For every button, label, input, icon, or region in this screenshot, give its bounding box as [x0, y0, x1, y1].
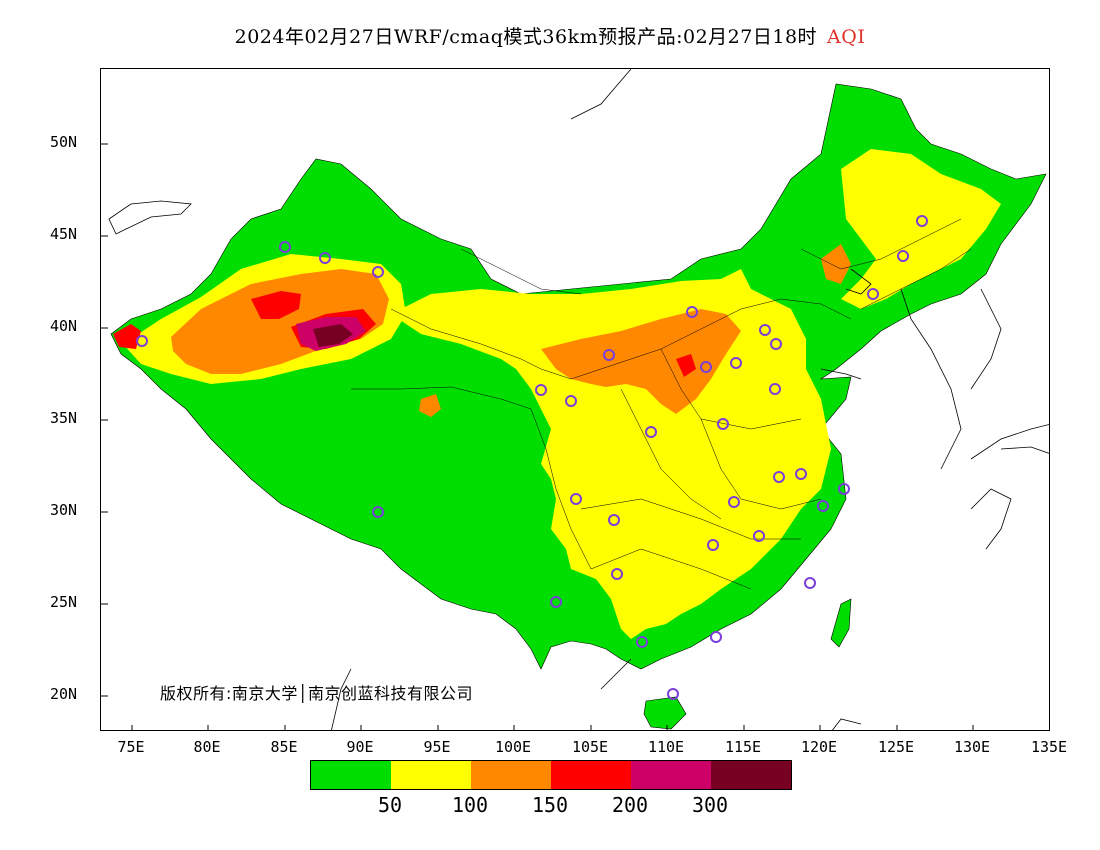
- station-marker: [667, 688, 679, 700]
- lat-label-30n: 30N: [50, 501, 78, 519]
- legend-label-50: 50: [377, 793, 403, 817]
- lon-label-115e: 115E: [724, 738, 762, 756]
- station-marker: [645, 426, 657, 438]
- legend-swatch-unhealthy: [551, 761, 631, 789]
- station-marker: [570, 493, 582, 505]
- station-marker: [730, 357, 742, 369]
- legend-label-100: 100: [451, 793, 489, 817]
- station-marker: [795, 468, 807, 480]
- lon-label-125e: 125E: [877, 738, 915, 756]
- moderate-northeast-region: [841, 149, 1001, 309]
- lat-label-40n: 40N: [50, 317, 78, 335]
- hazardous-region: [313, 324, 353, 347]
- station-marker: [707, 539, 719, 551]
- map-title-main: 2024年02月27日WRF/cmaq模式36km预报产品:02月27日18时: [234, 26, 818, 48]
- legend-swatch-hazardous: [711, 761, 791, 789]
- legend-label-300: 300: [691, 793, 729, 817]
- station-marker: [700, 361, 712, 373]
- lat-label-35n: 35N: [50, 409, 78, 427]
- map-frame: [100, 68, 1050, 731]
- station-marker: [804, 577, 816, 589]
- station-marker: [717, 418, 729, 430]
- lon-label-85e: 85E: [270, 738, 298, 756]
- station-marker: [686, 306, 698, 318]
- station-marker: [372, 266, 384, 278]
- usg-small-west-region: [419, 394, 441, 417]
- usg-northeast-region: [821, 244, 851, 284]
- station-marker: [773, 471, 785, 483]
- lon-label-135e: 135E: [1030, 738, 1068, 756]
- unhealthy-region-4: [676, 354, 696, 377]
- station-markers: [136, 215, 928, 700]
- axis-ticks: [101, 143, 974, 730]
- lon-label-75e: 75E: [117, 738, 145, 756]
- station-marker: [535, 384, 547, 396]
- station-marker: [759, 324, 771, 336]
- legend-swatch-very-unhealthy: [631, 761, 711, 789]
- legend-label-200: 200: [611, 793, 649, 817]
- lon-label-120e: 120E: [800, 738, 838, 756]
- station-marker: [817, 500, 829, 512]
- station-marker: [608, 514, 620, 526]
- station-marker: [603, 349, 615, 361]
- station-marker: [319, 252, 331, 264]
- station-marker: [611, 568, 623, 580]
- lat-label-50n: 50N: [50, 133, 78, 151]
- station-marker: [636, 636, 648, 648]
- station-marker: [897, 250, 909, 262]
- station-marker: [710, 631, 722, 643]
- legend-swatch-moderate: [391, 761, 471, 789]
- unhealthy-region-3: [113, 324, 141, 349]
- station-marker: [372, 506, 384, 518]
- lon-label-130e: 130E: [953, 738, 991, 756]
- unhealthy-region-1: [251, 291, 301, 319]
- lon-label-110e: 110E: [647, 738, 685, 756]
- lon-label-95e: 95E: [423, 738, 451, 756]
- station-marker: [728, 496, 740, 508]
- lon-label-100e: 100E: [494, 738, 532, 756]
- neighbouring-coastlines: [108, 69, 1049, 730]
- taiwan-island: [830, 598, 852, 648]
- legend-swatch-good: [311, 761, 391, 789]
- station-marker: [770, 338, 782, 350]
- station-marker: [916, 215, 928, 227]
- legend-label-150: 150: [531, 793, 569, 817]
- station-marker: [565, 395, 577, 407]
- map-title: 2024年02月27日WRF/cmaq模式36km预报产品:02月27日18时 A…: [0, 22, 1100, 49]
- station-marker: [769, 383, 781, 395]
- aqi-legend-bar: [310, 760, 792, 790]
- aqi-map: [101, 69, 1049, 730]
- lon-label-90e: 90E: [346, 738, 374, 756]
- hainan-island: [643, 696, 687, 730]
- lon-label-105e: 105E: [571, 738, 609, 756]
- lat-label-45n: 45N: [50, 225, 78, 243]
- station-marker: [550, 596, 562, 608]
- lon-label-80e: 80E: [193, 738, 221, 756]
- station-marker: [753, 530, 765, 542]
- station-marker: [867, 288, 879, 300]
- usg-xinjiang-region: [171, 269, 389, 374]
- station-marker: [136, 335, 148, 347]
- legend-swatch-usg: [471, 761, 551, 789]
- province-boundaries: [351, 218, 972, 590]
- station-marker: [279, 241, 291, 253]
- lat-label-20n: 20N: [50, 685, 78, 703]
- lat-label-25n: 25N: [50, 593, 78, 611]
- station-marker: [838, 483, 850, 495]
- copyright-text: 版权所有:南京大学│南京创蓝科技有限公司: [160, 684, 474, 703]
- map-title-aqi: AQI: [827, 26, 866, 48]
- usg-north-china-region: [541, 309, 741, 414]
